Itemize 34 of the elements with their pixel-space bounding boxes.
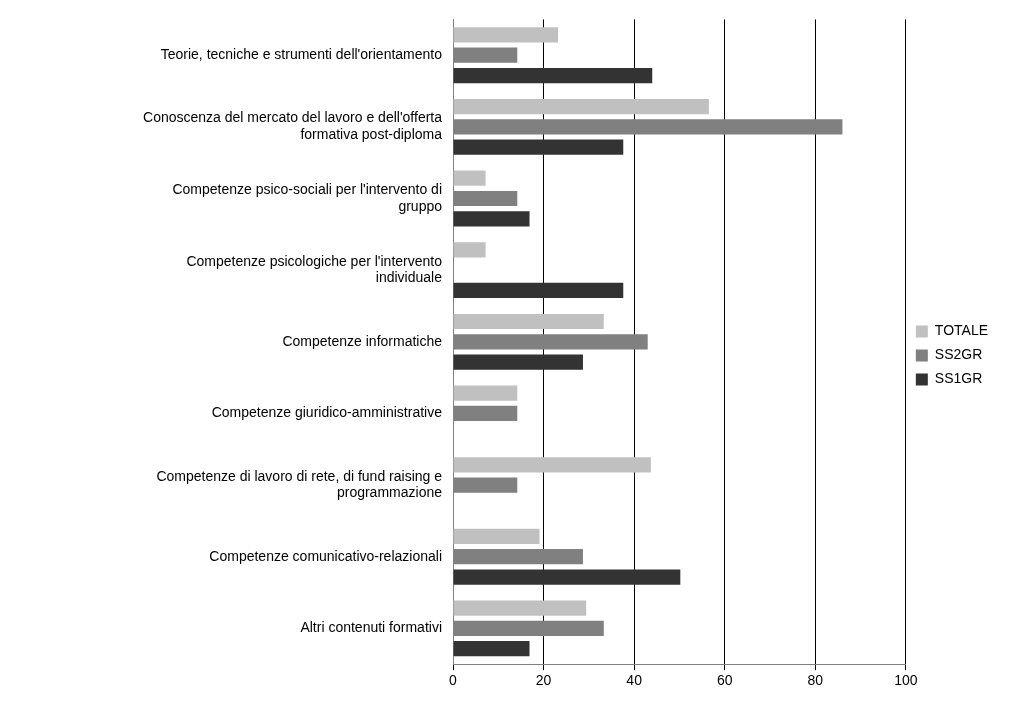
legend-label: TOTALE [934,322,989,339]
legend-label: SS2GR [934,346,983,363]
bar [453,98,709,115]
x-tick-label: 80 [807,672,824,689]
y-tick-label: Competenze comunicativo-relazionali [209,547,442,564]
bar [453,170,486,186]
bar [453,313,604,330]
y-tick-label: Teorie, tecniche e strumenti dell'orientamento [160,46,443,63]
x-tick-label: 20 [535,672,552,689]
bar [453,457,651,473]
y-tick-label: Competenze di lavoro di rete, di fund raising e programmazione [156,467,443,501]
y-tick-label: Altri contenuti formativi [300,619,442,636]
bar [453,354,583,370]
bar [453,385,518,401]
bar [453,211,530,227]
x-tick-label: 60 [716,672,733,689]
y-tick-label: Conoscenza del mercato del lavoro e dell'offerta formativa post-diploma [143,109,443,143]
y-tick-label: Competenze informatiche [282,332,443,349]
bar [453,569,681,585]
y-tick-label: Competenze psicologiche per l'intervento individuale [186,252,443,286]
x-tick-label: 100 [894,672,918,689]
bar [453,139,624,155]
x-tick-label: 0 [449,672,458,689]
y-tick-label: Competenze psico-sociali per l'intervento di gruppo [172,180,443,214]
y-tick-label: Competenze giuridico-amministrative [211,404,443,421]
bar [453,282,624,299]
x-tick-label: 40 [626,672,643,689]
bar [453,242,486,258]
bar [453,27,559,43]
bar [453,528,540,545]
bar [453,600,587,616]
bar [453,67,653,84]
legend-label: SS1GR [934,370,983,387]
bar [453,641,530,657]
